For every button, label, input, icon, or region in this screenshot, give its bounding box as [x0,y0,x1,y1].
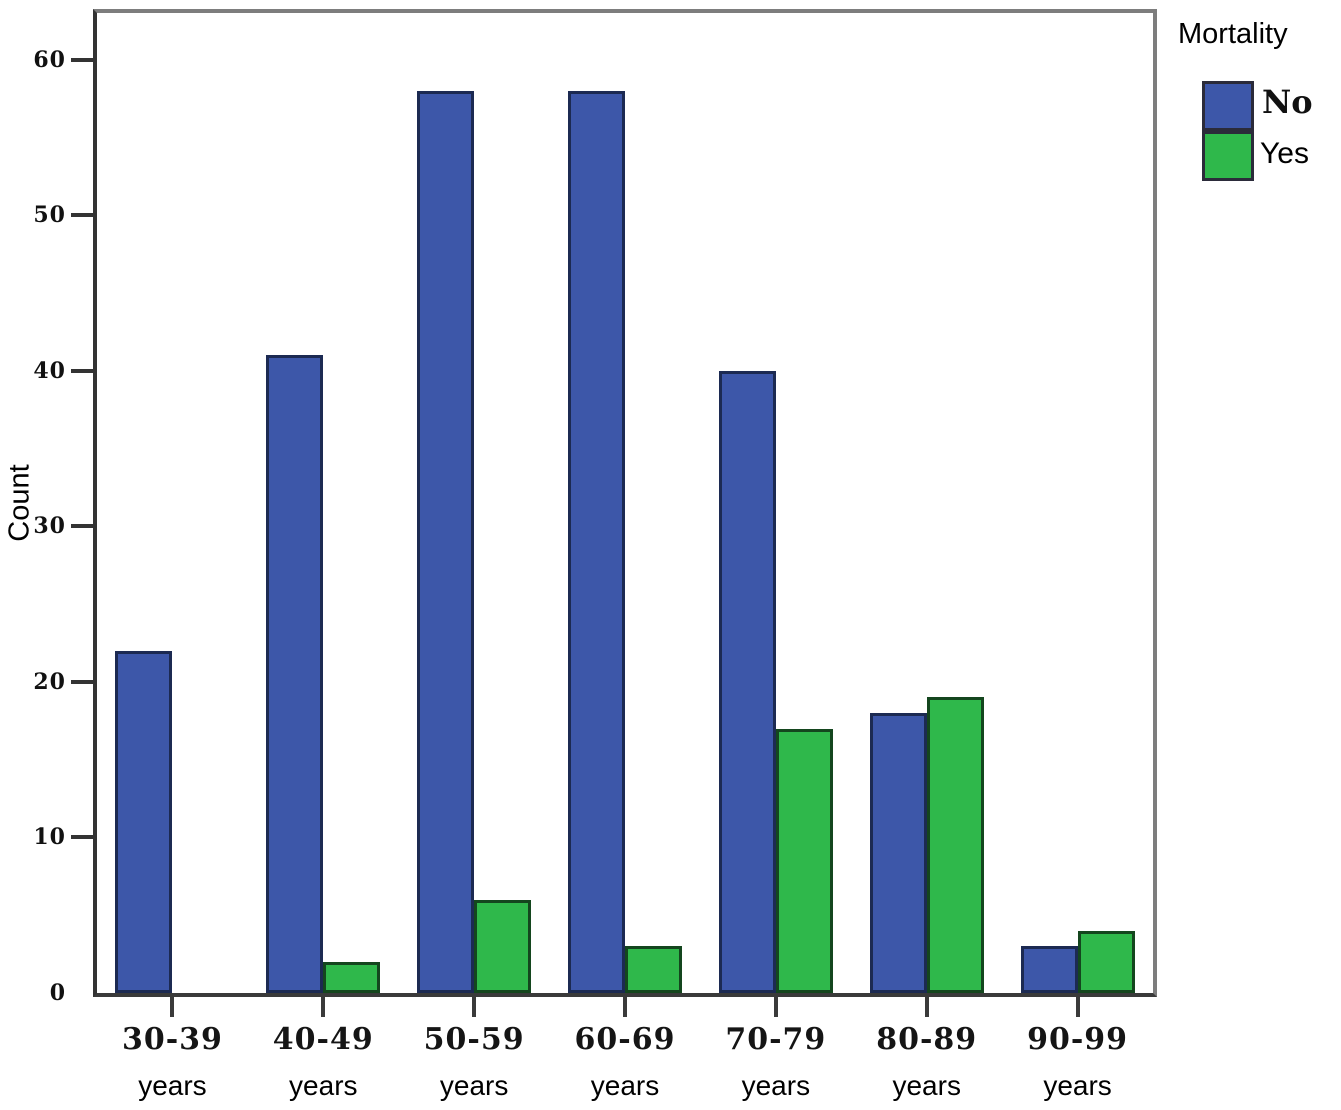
x-tick-90-99 [1075,997,1080,1017]
y-tick-60 [71,57,93,62]
y-tick-label-0: 0 [49,980,66,1006]
x-category-sublabel: years [1043,1070,1112,1101]
y-tick-label-40: 40 [33,357,66,384]
legend: Mortality No Yes [1178,18,1338,181]
y-tick-label-10: 10 [33,824,66,851]
x-category-sublabel: years [439,1070,509,1101]
x-category-range: 90-99 [1027,1022,1129,1057]
x-tick-70-79 [773,997,778,1017]
bar-yes-70-79 [775,729,833,993]
x-category-sublabel: years [289,1070,358,1101]
y-tick-50 [71,213,93,218]
x-category-sublabel: years [590,1070,660,1101]
bar-no-50-59 [417,91,475,993]
x-category-range: 80-89 [876,1022,978,1057]
x-tick-60-69 [623,997,627,1017]
legend-swatch-no [1202,81,1254,131]
legend-item-no: No [1202,81,1338,131]
y-tick-40 [71,368,93,373]
x-category-range: 30-39 [121,1022,223,1057]
legend-swatch-yes [1202,131,1254,181]
bar-no-30-39 [115,651,173,993]
x-category-range: 40-49 [272,1022,374,1057]
x-category-label-50-59: 50-59 years [394,1024,554,1100]
y-tick-label-50: 50 [33,202,66,229]
y-tick-20 [71,679,93,684]
x-axis-labels: 30-39 years 40-49 years 50-59 years 60-69 years… [97,1024,1153,1110]
y-tick-label-20: 20 [33,668,66,695]
x-tick-30-39 [170,997,175,1017]
bar-no-80-89 [869,713,927,993]
y-tick-label-60: 60 [33,46,66,73]
x-category-label-90-99: 90-99 years [998,1024,1158,1100]
y-axis-labels: 0 10 20 30 40 50 60 [0,13,66,1006]
y-tick-10 [71,835,93,840]
x-tick-50-59 [472,997,477,1017]
x-category-range: 70-79 [725,1022,827,1057]
y-tick-label-30: 30 [33,513,66,540]
x-tick-80-89 [924,997,929,1017]
x-category-label-80-89: 80-89 years [847,1024,1007,1100]
bar-no-60-69 [568,91,625,993]
x-category-label-70-79: 70-79 years [696,1024,856,1100]
bar-yes-40-49 [323,962,381,993]
bar-no-90-99 [1020,946,1078,993]
legend-label-no: No [1262,83,1313,121]
x-category-label-30-39: 30-39 years [92,1024,252,1100]
legend-title: Mortality [1178,18,1288,50]
x-tick-40-49 [321,997,326,1017]
y-tick-30 [71,524,93,529]
x-category-label-60-69: 60-69 years [545,1024,705,1100]
x-category-range: 50-59 [423,1022,525,1057]
x-category-sublabel: years [741,1070,811,1101]
bar-yes-90-99 [1077,931,1135,993]
legend-label-yes: Yes [1260,137,1309,170]
x-category-sublabel: years [892,1070,961,1101]
bar-yes-80-89 [926,697,984,993]
legend-item-yes: Yes [1202,131,1338,181]
bar-yes-50-59 [474,900,532,993]
x-category-range: 60-69 [574,1022,676,1057]
x-category-label-40-49: 40-49 years [243,1024,403,1100]
bar-yes-60-69 [625,946,682,993]
plot-area [71,9,1157,997]
x-axis-ticks [97,997,1153,1019]
x-category-sublabel: years [138,1070,207,1101]
bar-no-40-49 [266,355,324,993]
bar-no-70-79 [718,371,776,993]
